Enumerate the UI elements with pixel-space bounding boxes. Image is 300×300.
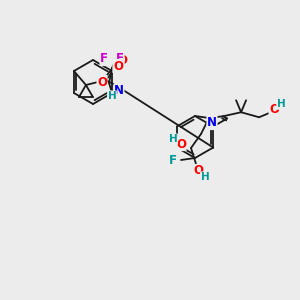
Text: N: N [114,85,124,98]
Text: O: O [97,76,107,88]
Text: O: O [176,137,186,151]
Text: F: F [116,52,124,65]
Text: F: F [100,52,108,65]
Text: O: O [269,103,279,116]
Text: H: H [169,134,177,144]
Text: H: H [201,172,209,182]
Text: F: F [169,154,177,166]
Text: N: N [207,116,217,130]
Text: O: O [117,53,127,67]
Text: H: H [277,99,286,109]
Text: H: H [108,91,116,101]
Text: O: O [113,59,123,73]
Text: O: O [193,164,203,178]
